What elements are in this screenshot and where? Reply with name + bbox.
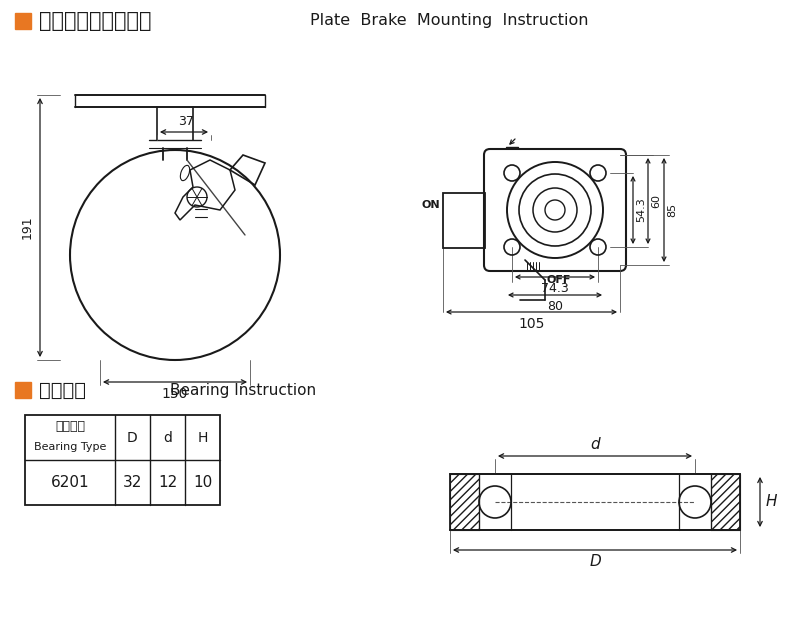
Text: d: d: [590, 437, 600, 452]
Text: 37: 37: [178, 115, 194, 128]
Text: 轴承说明: 轴承说明: [39, 381, 86, 399]
Text: 6201: 6201: [50, 475, 89, 490]
Text: Bearing Instruction: Bearing Instruction: [170, 382, 316, 398]
Bar: [15, 13, 31, 29]
Text: 60: 60: [651, 194, 661, 208]
Text: 150: 150: [162, 387, 189, 401]
Text: H: H: [766, 495, 777, 510]
Text: 54.3: 54.3: [636, 198, 646, 222]
Text: 85: 85: [667, 203, 677, 217]
Bar: [443, 193, 485, 248]
Text: d: d: [163, 430, 172, 445]
Text: 平顶刹车安装尺寸图: 平顶刹车安装尺寸图: [39, 11, 151, 31]
Text: 32: 32: [123, 475, 142, 490]
Text: Plate  Brake  Mounting  Instruction: Plate Brake Mounting Instruction: [310, 13, 589, 28]
Bar: [450, 474, 740, 530]
Bar: [25, 415, 220, 505]
Text: Bearing Type: Bearing Type: [34, 442, 107, 452]
Text: D: D: [589, 554, 601, 569]
Text: 74.3: 74.3: [541, 282, 569, 295]
Text: 105: 105: [518, 317, 544, 331]
Text: 10: 10: [193, 475, 212, 490]
Text: 191: 191: [21, 215, 34, 239]
Text: 轴承型号: 轴承型号: [55, 420, 85, 433]
Text: ON: ON: [421, 200, 440, 210]
Text: 80: 80: [547, 300, 563, 313]
Text: D: D: [127, 430, 138, 445]
Bar: [15, 382, 31, 398]
Text: OFF: OFF: [547, 275, 571, 285]
Text: H: H: [197, 430, 208, 445]
Text: 12: 12: [158, 475, 177, 490]
